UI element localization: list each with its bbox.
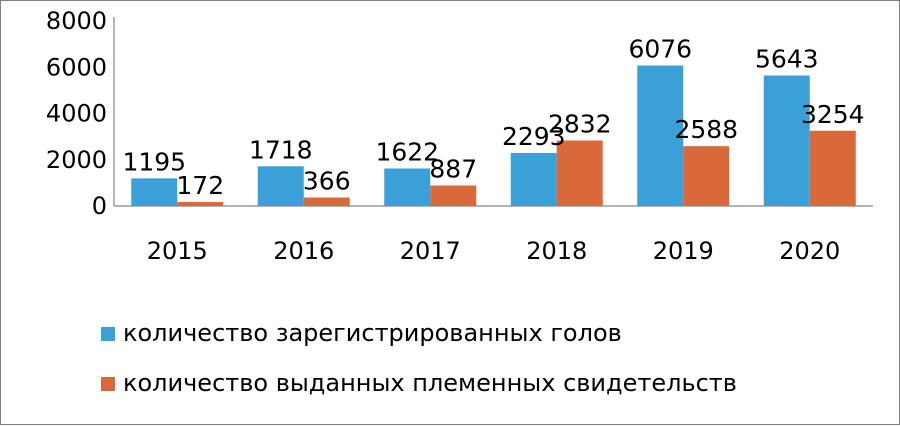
bar-series-2-2015 (177, 202, 224, 206)
bar-series-2-2017 (430, 185, 477, 206)
y-tick-label: 2000 (46, 146, 107, 174)
bar-series-1-2015 (131, 178, 178, 206)
data-label-series-1-2018: 2293 (502, 122, 566, 151)
bar-series-1-2019 (637, 65, 684, 207)
data-label-series-1-2015: 1195 (122, 147, 186, 176)
data-label-series-1-2019: 6076 (628, 34, 692, 63)
axes (113, 17, 873, 207)
x-tick-label: 2016 (273, 237, 334, 265)
bar-series-2-2018 (556, 140, 603, 206)
bars (131, 65, 856, 207)
data-label-series-2-2020: 3254 (801, 100, 865, 129)
x-tick-label: 2018 (526, 237, 587, 265)
bar-series-2-2019 (683, 146, 730, 206)
x-tick-labels: 2015 2016 2017 2018 2019 2020 (147, 237, 841, 265)
data-label-series-1-2016: 1718 (249, 135, 313, 164)
bar-series-2-2016 (303, 197, 350, 206)
bar-series-1-2016 (257, 166, 304, 206)
legend: количество зарегистрированных голов колич… (101, 319, 737, 397)
y-tick-label: 4000 (46, 100, 107, 128)
bar-series-1-2018 (510, 152, 557, 206)
y-tick-label: 0 (92, 192, 107, 220)
y-tick-label: 6000 (46, 53, 107, 81)
data-label-series-2-2019: 2588 (674, 115, 738, 144)
data-label-series-1-2017: 1622 (375, 137, 439, 166)
data-label-series-2-2017: 887 (429, 154, 477, 183)
data-label-series-2-2018: 2832 (548, 110, 612, 139)
bar-series-2-2020 (809, 130, 856, 206)
bar-series-1-2020 (763, 75, 810, 207)
y-tick-label: 8000 (46, 7, 107, 35)
x-tick-label: 2019 (653, 237, 714, 265)
data-label-series-1-2020: 5643 (755, 45, 819, 74)
legend-swatch-series-1 (101, 327, 115, 341)
legend-label-series-1: количество зарегистрированных голов (123, 319, 622, 347)
y-tick-labels: 0 2000 4000 6000 8000 (46, 7, 107, 220)
legend-label-series-2: количество выданных племенных свидетельс… (123, 369, 737, 397)
bar-series-1-2017 (384, 168, 431, 206)
data-label-series-2-2016: 366 (303, 167, 351, 196)
data-label-series-2-2015: 172 (176, 171, 224, 200)
legend-swatch-series-2 (101, 377, 115, 391)
x-tick-label: 2020 (779, 237, 840, 265)
x-tick-label: 2017 (400, 237, 461, 265)
x-tick-label: 2015 (147, 237, 208, 265)
